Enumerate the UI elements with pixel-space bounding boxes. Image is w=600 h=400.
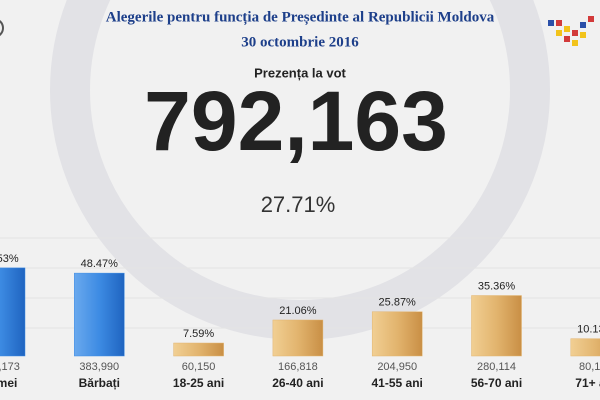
headline-percent: 27.71% [261,192,336,217]
count-label: 204,950 [377,361,417,373]
value-label: 7.59% [183,328,214,340]
category-label: 71+ ani [575,376,600,390]
value-label: 25.87% [379,297,417,309]
logo [548,16,594,46]
bar [471,295,522,357]
count-label: 280,114 [477,361,516,373]
category-label: 41-55 ani [372,376,423,390]
bar [173,342,224,357]
headline-label: Prezența la vot [254,65,346,80]
title: Alegerile pentru funcția de Președinte a… [106,9,495,25]
bar [371,311,423,357]
bar [272,319,324,357]
count-label: 383,990 [79,361,119,373]
bar [570,338,600,357]
subtitle: 30 octombrie 2016 [241,34,359,50]
count-label: 80,131 [579,361,600,373]
category-label: 26-40 ani [272,376,323,390]
bar [74,272,125,357]
count-label: 60,150 [182,361,216,373]
value-label: 35.36% [478,280,516,292]
category-label: Femei [0,376,17,390]
bar [0,267,26,357]
count-label: 166,818 [278,361,318,373]
value-label: 21.06% [279,305,317,317]
value-label: 48.47% [81,258,119,270]
category-label: 56-70 ani [471,376,522,390]
value-label: 51.53% [0,253,19,265]
icon [0,20,4,36]
category-label: Bărbați [79,376,120,390]
value-label: 10.13% [577,324,600,336]
headline-value: 792,163 [144,74,448,168]
count-label: 408,173 [0,361,20,373]
category-label: 18-25 ani [173,376,224,390]
